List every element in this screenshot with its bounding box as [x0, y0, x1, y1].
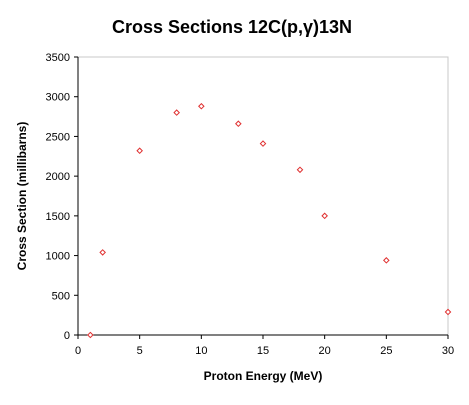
data-point — [198, 102, 205, 110]
y-tick-label: 1000 — [46, 251, 70, 263]
data-point — [99, 249, 106, 256]
y-tick-label: 500 — [52, 290, 70, 302]
y-axis-label: Cross Section (millibarns) — [15, 122, 29, 271]
data-point — [259, 140, 267, 147]
x-tick-label: 10 — [195, 345, 207, 357]
y-tick-label: 3000 — [46, 92, 70, 104]
y-tick-label: 0 — [64, 330, 70, 342]
data-point — [87, 331, 94, 339]
data-point — [444, 308, 452, 316]
data-point — [235, 120, 242, 128]
x-tick-label: 0 — [75, 345, 81, 357]
data-point — [383, 257, 390, 264]
x-tick-label: 15 — [257, 345, 269, 357]
data-point — [321, 212, 328, 220]
x-tick-label: 30 — [442, 345, 454, 357]
y-tick-label: 1500 — [46, 211, 70, 223]
plot-area — [77, 56, 449, 336]
data-point — [136, 147, 143, 155]
chart-title: Cross Sections 12C(p,γ)13N — [112, 17, 352, 37]
y-tick-label: 2000 — [46, 171, 70, 183]
data-point — [296, 166, 304, 174]
x-tick-label: 25 — [380, 345, 392, 357]
y-tick-label: 2500 — [46, 131, 70, 143]
x-tick-label: 5 — [137, 345, 143, 357]
data-point — [173, 109, 180, 116]
y-tick-label: 3500 — [46, 52, 70, 64]
x-tick-label: 20 — [319, 345, 331, 357]
x-axis-label: Proton Energy (MeV) — [204, 369, 323, 383]
